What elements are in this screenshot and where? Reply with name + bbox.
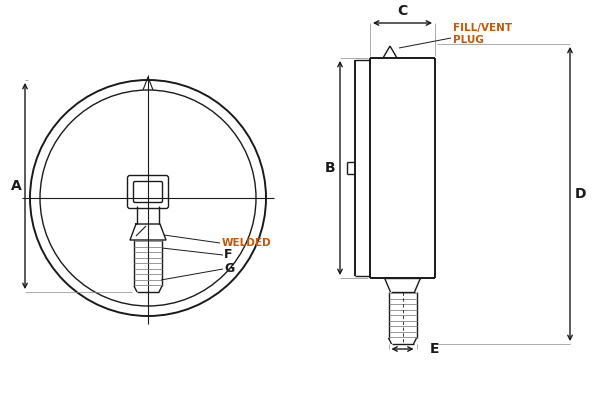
Text: D: D: [574, 187, 586, 201]
Text: FILL/VENT: FILL/VENT: [453, 23, 512, 33]
Text: C: C: [397, 4, 408, 18]
Text: B: B: [325, 161, 335, 175]
Text: PLUG: PLUG: [453, 35, 484, 45]
Text: A: A: [10, 179, 22, 193]
Text: G: G: [224, 263, 234, 275]
Text: E: E: [430, 342, 439, 356]
Text: F: F: [224, 248, 232, 261]
Text: WELDED: WELDED: [222, 238, 272, 248]
